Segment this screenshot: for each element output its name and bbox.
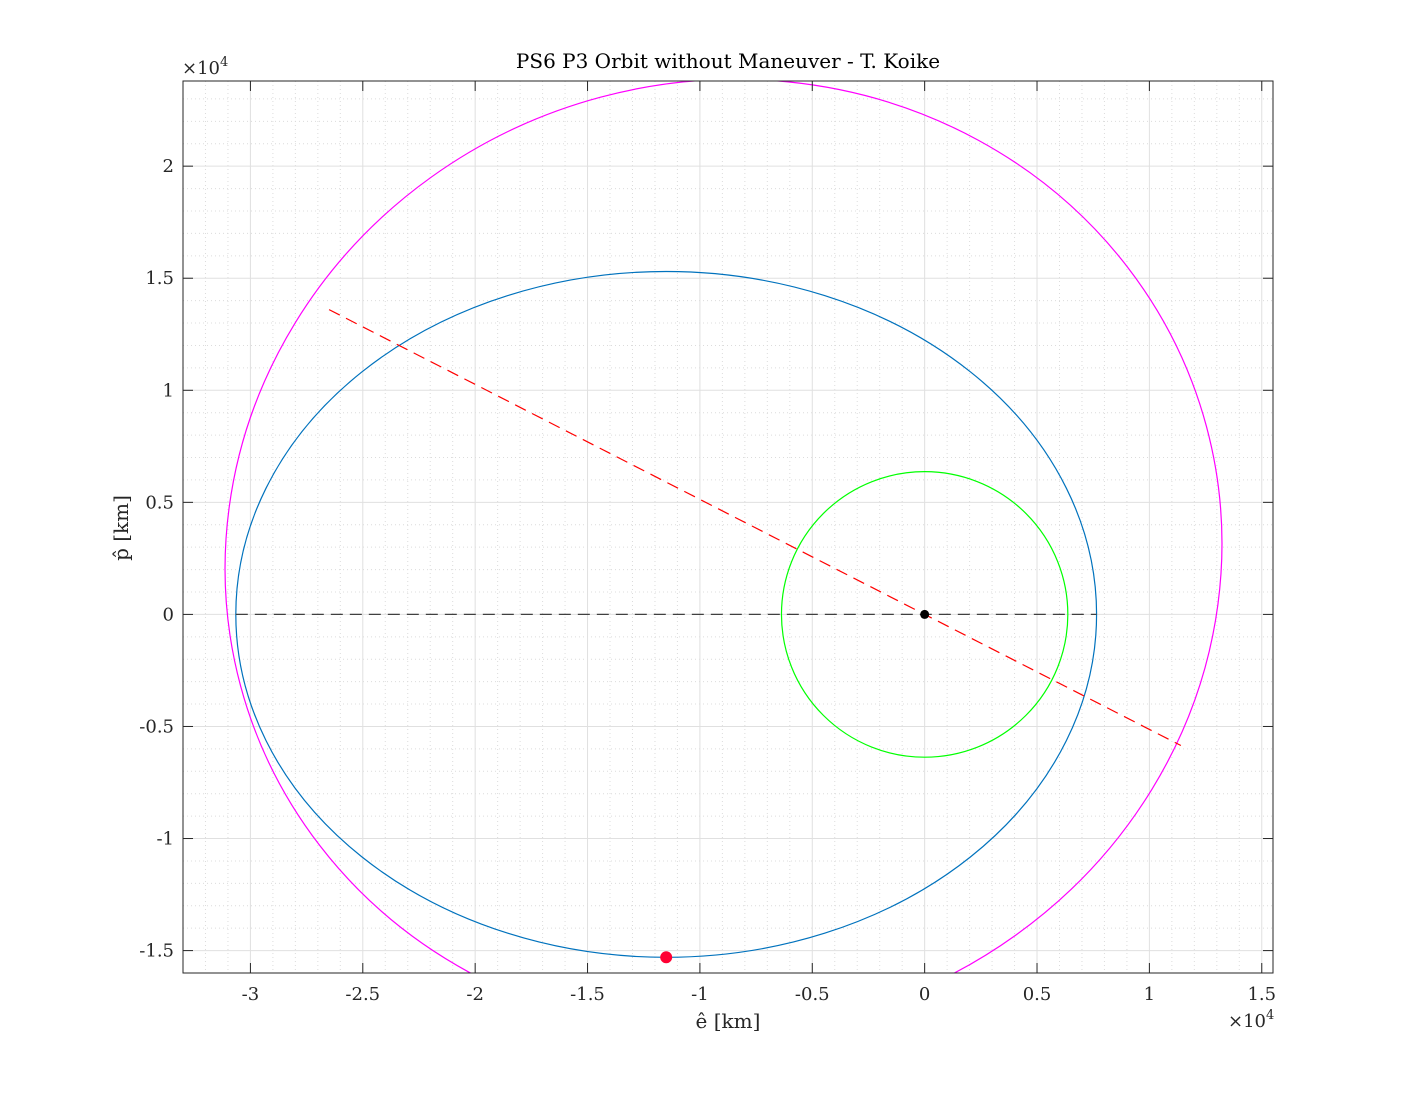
y-tick-label: 0.5 [145,492,174,513]
svg-text:×104: ×104 [1228,1008,1274,1032]
y-multiplier-base: ×10 [182,58,220,79]
minor-grid [182,81,1273,974]
plot-area [183,81,1273,973]
x-tick-label: -1 [691,984,709,1005]
plot-frame [182,80,1274,974]
y-tick-label: 1 [163,380,174,401]
y-tick-label: -1.5 [139,941,174,962]
x-axis-label: ê [km] [696,1009,761,1033]
orbit-ellipse-1 [224,81,1223,973]
y-multiplier-exponent: 4 [220,55,228,70]
marker-point-1 [660,951,673,964]
y-tick-label: 2 [163,156,174,177]
y-tick-label: 1.5 [145,268,174,289]
chart-title: PS6 P3 Orbit without Maneuver - T. Koike [516,49,940,73]
x-tick-label: 1.5 [1247,984,1276,1005]
x-tick-label: 0.5 [1023,984,1052,1005]
x-axis-multiplier: ×104 [1228,1008,1274,1032]
tick-marks [183,81,1273,973]
x-tick-label: -1.5 [570,984,605,1005]
x-tick-label: -3 [242,984,260,1005]
dashed-line-3 [328,309,1182,747]
y-tick-label: -0.5 [139,716,174,737]
marker-point-0 [920,609,930,619]
y-axis-multiplier: ×104 [182,55,228,79]
y-axis-label: p̂ [km] [109,495,133,561]
x-tick-label: 1 [1144,984,1155,1005]
orbit-ellipse-2 [780,471,1069,758]
y-tick-label: 0 [163,604,174,625]
x-tick-label: -0.5 [795,984,830,1005]
x-tick-labels: -3 -2.5 -2 -1.5 -1 -0.5 0 0.5 1 1.5 [242,984,1276,1005]
x-multiplier-exponent: 4 [1266,1008,1274,1023]
x-tick-label: 0 [919,984,930,1005]
y-tick-labels: -1.5 -1 -0.5 0 0.5 1 1.5 2 [139,156,174,961]
svg-text:×104: ×104 [182,55,228,79]
x-tick-label: -2.5 [345,984,380,1005]
x-multiplier-base: ×10 [1228,1011,1266,1032]
y-tick-label: -1 [156,829,174,850]
x-tick-label: -2 [466,984,484,1005]
